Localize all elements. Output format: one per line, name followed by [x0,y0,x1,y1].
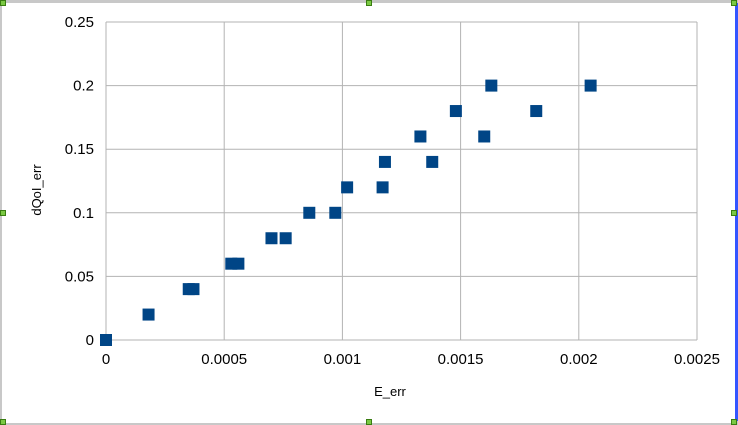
data-point [303,206,316,219]
data-point [329,206,342,219]
x-tick-label: 0.0015 [438,351,484,368]
y-tick-label: 0.2 [73,78,94,95]
data-point [341,181,354,194]
data-point [232,257,245,270]
y-tick-label: 0.15 [65,141,94,158]
y-axis-title: dQoI_err [29,164,44,216]
resize-handle-top-right[interactable] [731,0,737,6]
data-point [485,79,498,92]
x-tick-label: 0.0005 [201,351,247,368]
data-point [279,232,292,245]
data-point [378,155,391,168]
y-axis-ticks: 0 0.05 0.1 0.15 0.2 0.25 [65,14,94,349]
data-point [478,130,491,143]
y-tick-label: 0 [86,332,94,349]
data-point [376,181,389,194]
data-point [100,334,112,346]
resize-handle-top-center[interactable] [366,0,372,6]
data-point [142,308,155,321]
resize-handle-middle-left[interactable] [0,210,6,216]
y-tick-label: 0.05 [65,268,94,285]
data-point [584,79,597,92]
data-point [449,105,462,118]
y-tick-label: 0.25 [65,14,94,31]
x-tick-label: 0.001 [324,351,362,368]
data-points [100,79,597,346]
y-tick-label: 0.1 [73,205,94,222]
x-tick-label: 0.002 [560,351,598,368]
x-axis-ticks: 0 0.0005 0.001 0.0015 0.002 0.0025 [102,351,720,368]
axes [105,22,697,341]
data-point [414,130,427,143]
x-tick-label: 0 [102,351,110,368]
resize-handle-top-left[interactable] [0,0,6,6]
x-tick-label: 0.0025 [674,351,720,368]
data-point [530,105,543,118]
resize-handle-middle-right[interactable] [731,210,737,216]
x-axis-title: E_err [374,384,406,399]
data-point [187,283,200,296]
data-point [426,155,439,168]
grid-lines [106,21,698,340]
data-point [265,232,278,245]
